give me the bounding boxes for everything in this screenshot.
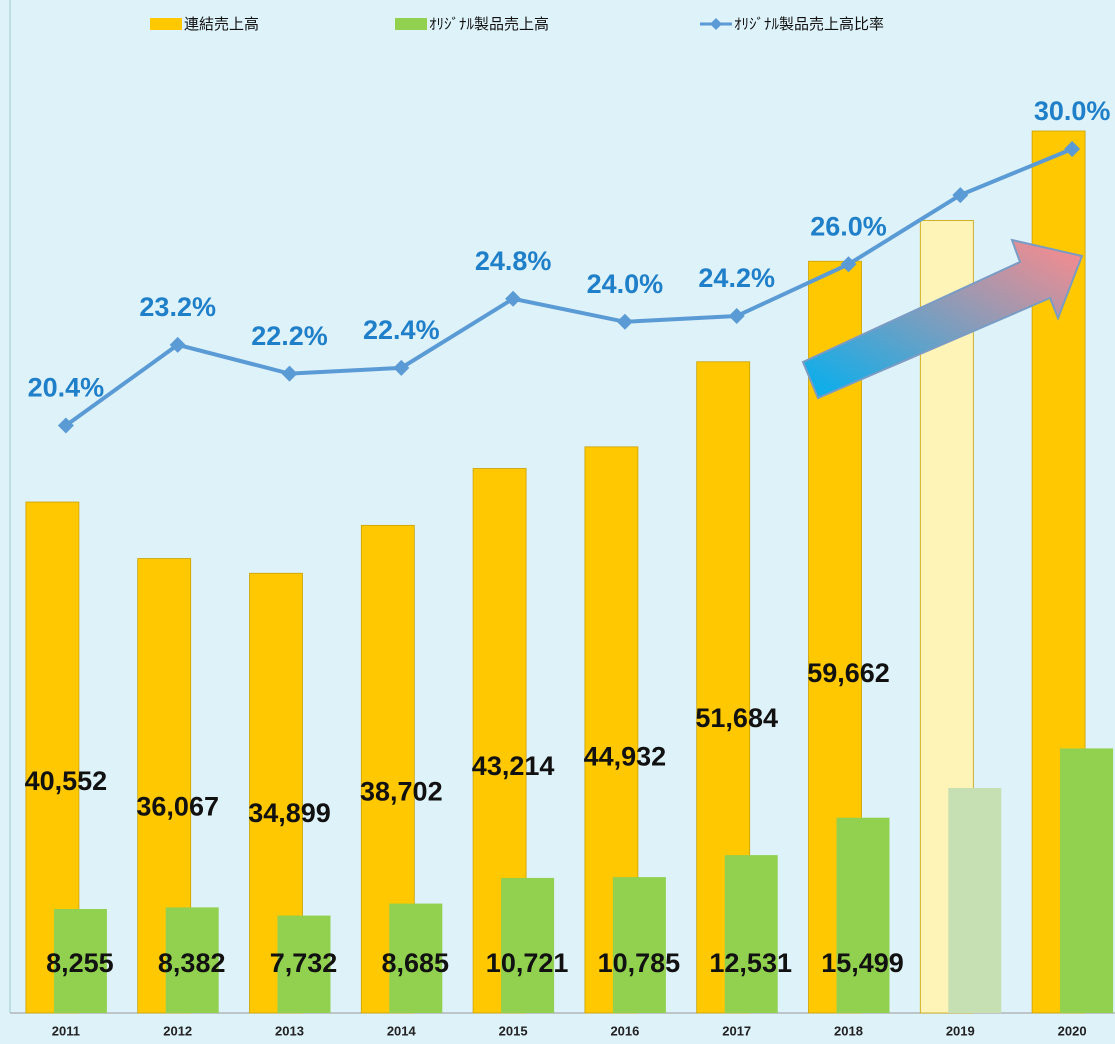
ratio-marker [1064,141,1081,157]
legend-swatch [710,18,722,30]
legend: 連結売上高 ｵﾘｼﾞﾅﾙ製品売上高 ｵﾘｼﾞﾅﾙ製品売上高比率 [150,16,884,33]
x-tick-label: 2015 [499,1023,528,1038]
data-label: 30.0% [1034,96,1111,126]
x-tick-label: 2020 [1058,1023,1087,1038]
data-label: 38,702 [360,777,443,807]
bar [724,855,778,1013]
data-label: 43,214 [472,751,555,781]
ratio-marker [728,308,745,325]
legend-label: ｵﾘｼﾞﾅﾙ製品売上高比率 [734,16,884,33]
x-tick-label: 2016 [610,1023,639,1038]
legend-swatch [395,18,427,30]
ratio-marker [281,365,298,382]
bar [948,787,1002,1013]
ratio-marker [57,417,74,434]
data-label: 24.0% [587,269,664,299]
ratio-line [64,147,1073,428]
data-label: 15,499 [821,948,904,978]
legend-label: ｵﾘｼﾞﾅﾙ製品売上高 [429,16,549,33]
ratio-marker [393,359,410,376]
data-label: 12,531 [709,948,792,978]
data-label: 10,721 [486,948,569,978]
data-label: 10,785 [598,948,681,978]
data-label: 40,552 [25,766,108,796]
ratio-marker [952,187,969,204]
data-label: 20.4% [28,373,105,403]
data-label: 8,382 [158,948,226,978]
x-tick-label: 2011 [52,1023,80,1038]
ratio-marker [616,313,633,330]
data-label: 22.2% [251,321,328,351]
bar [1060,748,1114,1013]
data-label: 24.8% [475,246,552,276]
x-tick-label: 2012 [163,1023,192,1038]
ratio-marker [840,256,857,273]
data-label: 36,067 [136,792,219,822]
ratio-marker [505,290,522,307]
data-label: 34,899 [248,798,331,828]
legend-swatch [150,18,182,30]
data-label: 22.4% [363,315,440,345]
data-label: 7,732 [270,948,338,978]
ratio-marker [169,336,186,353]
growth-arrow [801,238,1084,400]
bar [612,877,666,1013]
data-label: 44,932 [584,741,667,771]
data-label: 8,685 [382,948,450,978]
data-label: 51,684 [695,703,778,733]
data-label: 24.2% [698,263,775,293]
legend-label: 連結売上高 [184,16,259,33]
data-label: 23.2% [139,292,216,322]
data-label: 59,662 [807,658,890,688]
plot: 2011 2012 2013 2014 2015 2016 2017 2018 2019 2020… [25,96,1114,1038]
data-label: 8,255 [46,948,114,978]
x-tick-label: 2018 [834,1023,863,1038]
x-tick-label: 2014 [387,1023,417,1038]
x-tick-label: 2019 [946,1023,975,1038]
x-tick-label: 2013 [275,1023,304,1038]
bar [53,908,107,1013]
bar [501,877,555,1013]
x-tick-label: 2017 [722,1023,751,1038]
bar [836,817,890,1013]
data-label: 26.0% [810,211,887,241]
bar [389,903,443,1013]
bar [919,220,974,1014]
bar [165,907,219,1013]
bar [277,915,331,1013]
